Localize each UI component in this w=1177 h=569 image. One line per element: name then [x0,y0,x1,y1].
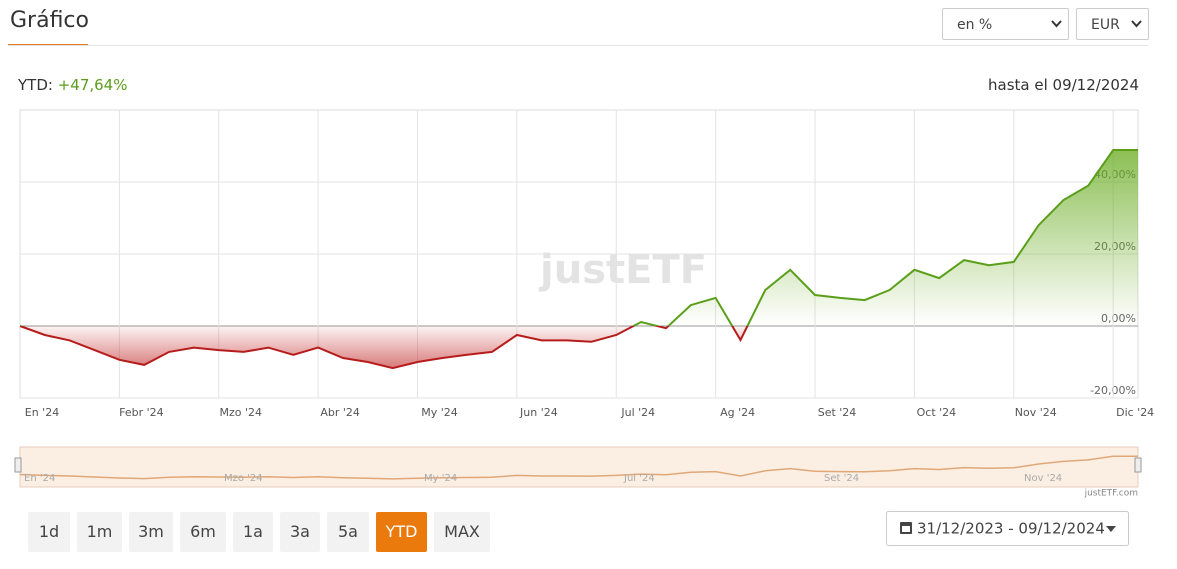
area [20,150,1138,369]
page-title: Gráfico [10,8,89,33]
navigator-handle[interactable] [14,457,22,473]
chevron [1051,20,1062,28]
range-button[interactable]: 6m [180,512,226,552]
x-tick-label: Febr '24 [119,406,164,419]
x-tick-label: Dic '24 [1116,406,1154,419]
line [19,149,1138,370]
x-tick-label: Ag '24 [720,406,755,419]
x-tick-label: En '24 [25,406,59,419]
date-range[interactable]: 31/12/2023 - 09/12/2024 [886,511,1129,546]
x-tick-label: Abr '24 [320,406,360,419]
credit: justETF.com [1084,489,1138,499]
navigator-handle[interactable] [1134,457,1142,473]
x-tick-label: Jul '24 [620,406,655,419]
ytd-value: +47,64% [57,76,128,94]
unit-select-text: en % [957,17,993,33]
x-tick-label: My '24 [421,406,458,419]
range-button[interactable]: 1d [28,512,70,552]
header-rule [8,45,1148,46]
chevron [1131,20,1142,28]
range-button[interactable]: 3a [280,512,320,552]
ytd-label: YTD: [18,76,53,94]
x-tick-label: Nov '24 [1015,406,1057,419]
until-date: hasta el 09/12/2024 [988,76,1139,94]
navigator-label: Nov '24 [1024,473,1062,484]
currency-select-text: EUR [1091,17,1120,33]
range-button[interactable]: YTD [376,512,427,552]
currency-select[interactable]: EUR [1076,8,1149,40]
x-tick-label: Jun '24 [519,406,558,419]
watermark: justETF [538,247,707,293]
navigator-label: En '24 [24,473,55,484]
unit-select[interactable]: en % [942,8,1069,40]
date-range-text: 31/12/2023 - 09/12/2024 [917,520,1105,538]
navigator-label: Set '24 [824,473,859,484]
navigator [19,446,1139,488]
x-tick-label: Set '24 [818,406,857,419]
range-button[interactable]: 5a [327,512,369,552]
range-button[interactable]: 1a [233,512,273,552]
navigator-label: Mzo '24 [224,473,263,484]
x-tick-label: Mzo '24 [219,406,262,419]
range-button[interactable]: 3m [129,512,173,552]
navigator-line [19,455,1138,480]
navigator-label: Jul '24 [623,473,655,484]
range-button[interactable]: 1m [77,512,122,552]
ytd-summary: YTD: +47,64% [18,76,127,94]
x-tick-label: Oct '24 [917,406,957,419]
navigator-label: My '24 [424,473,457,484]
range-button[interactable]: MAX [434,512,490,552]
